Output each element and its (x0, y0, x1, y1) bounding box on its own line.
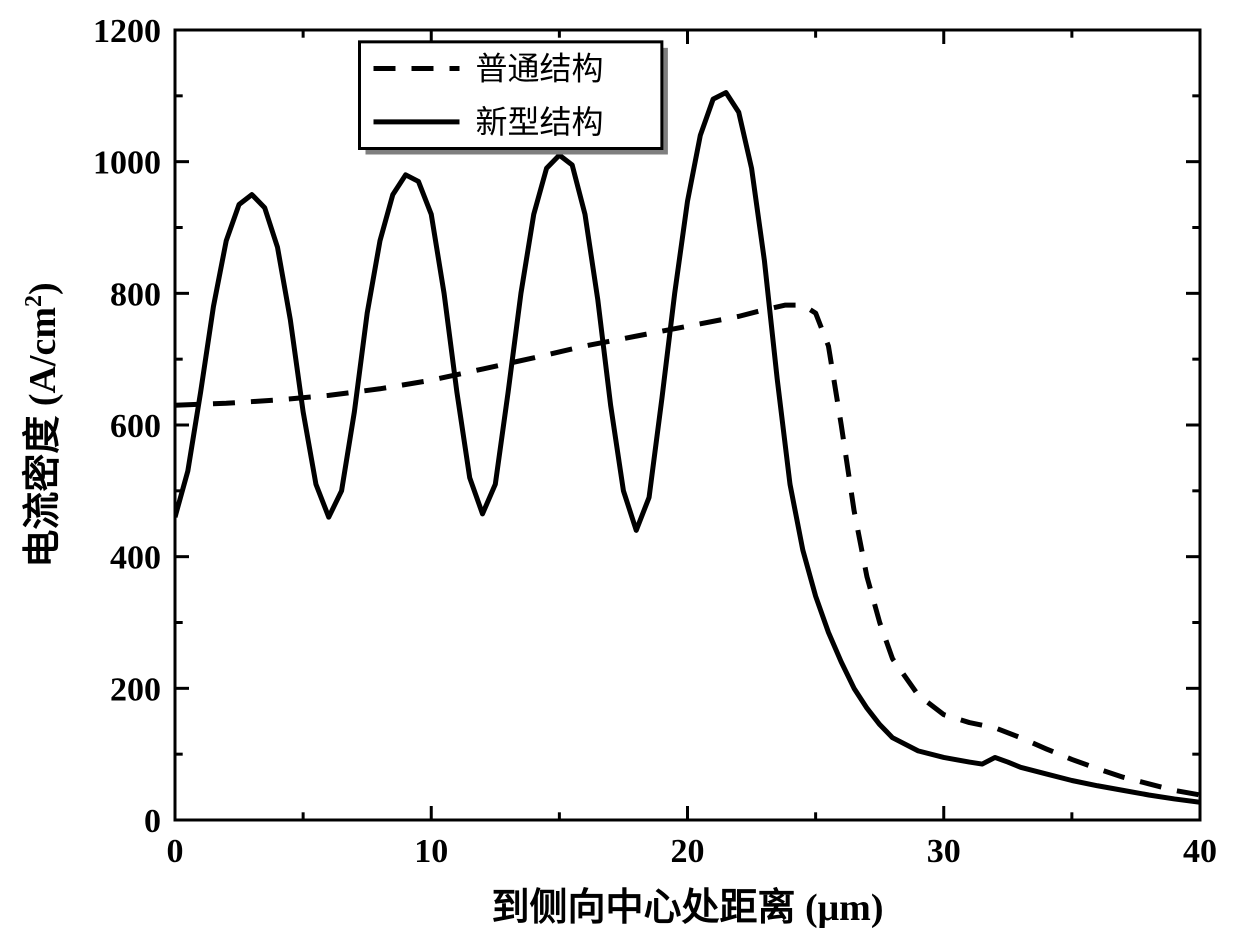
y-tick-label: 1200 (93, 13, 161, 50)
line-chart: 010203040020040060080010001200到侧向中心处距离 (… (0, 0, 1240, 944)
x-tick-label: 20 (671, 833, 705, 870)
y-tick-label: 0 (144, 803, 161, 840)
y-tick-label: 600 (110, 408, 161, 445)
legend-label: 新型结构 (476, 104, 604, 140)
y-tick-label: 200 (110, 671, 161, 708)
x-tick-label: 40 (1183, 833, 1217, 870)
x-tick-label: 30 (927, 833, 961, 870)
legend-label: 普通结构 (476, 51, 604, 87)
y-axis-label: 电流密度 (A/cm2) (21, 282, 64, 567)
y-tick-label: 800 (110, 276, 161, 313)
chart-container: 010203040020040060080010001200到侧向中心处距离 (… (0, 0, 1240, 944)
x-tick-label: 0 (167, 833, 184, 870)
y-tick-label: 400 (110, 540, 161, 577)
x-tick-label: 10 (414, 833, 448, 870)
y-tick-label: 1000 (93, 145, 161, 182)
x-axis-label: 到侧向中心处距离 (μm) (491, 887, 883, 929)
